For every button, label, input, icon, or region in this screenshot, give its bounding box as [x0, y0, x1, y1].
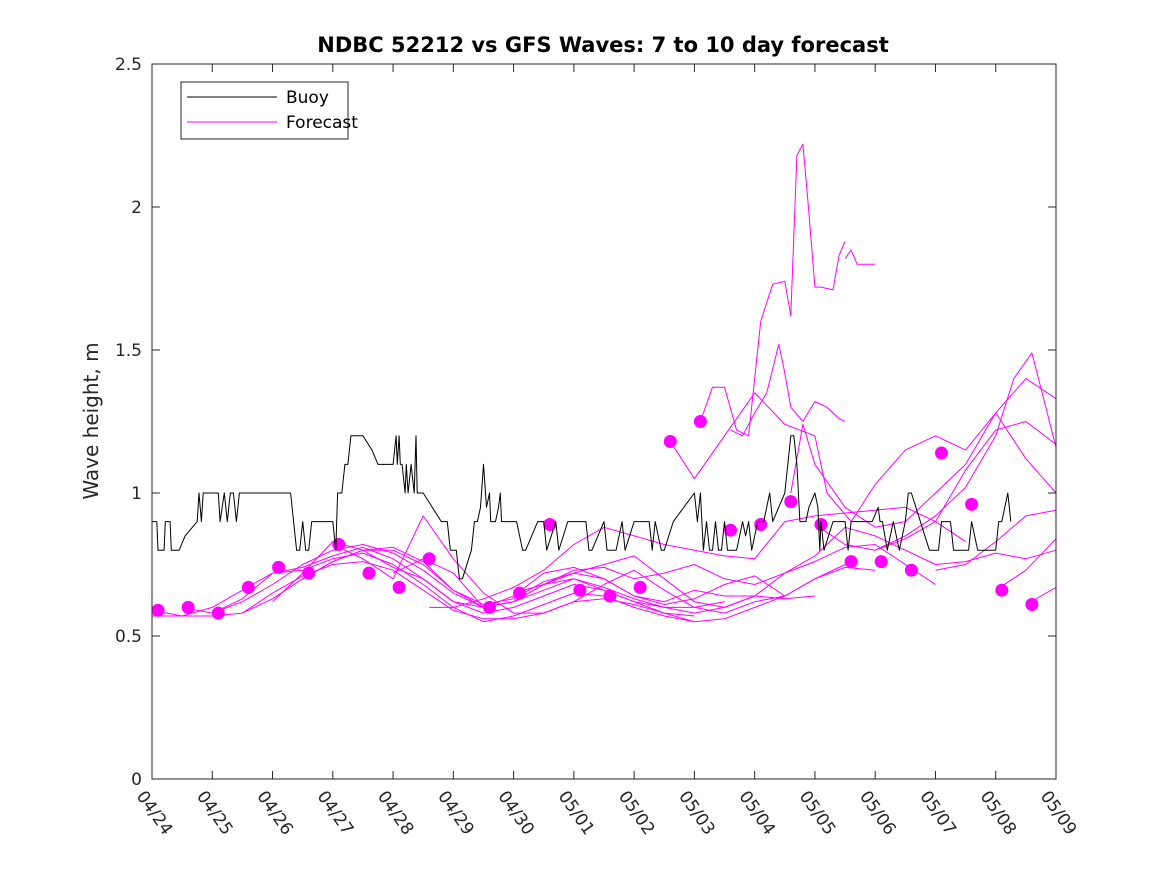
- forecast-marker: [844, 555, 858, 569]
- y-tick-label: 1: [131, 484, 142, 504]
- forecast-marker: [1025, 598, 1039, 611]
- buoy-line: [152, 435, 1012, 580]
- y-tick-label: 0: [131, 770, 142, 790]
- forecast-line-19: [995, 538, 1057, 591]
- legend-label-forecast: Forecast: [286, 113, 358, 133]
- forecast-line-7: [332, 515, 876, 614]
- forecast-marker: [151, 603, 165, 617]
- forecast-marker: [663, 435, 677, 448]
- forecast-marker: [392, 580, 406, 594]
- forecast-marker: [543, 518, 557, 531]
- y-tick-label: 0.5: [115, 627, 142, 647]
- plot-area: [151, 143, 1057, 623]
- forecast-line-11: [669, 392, 1057, 523]
- forecast-marker: [272, 560, 286, 574]
- forecast-marker: [724, 523, 738, 537]
- forecast-marker: [211, 606, 225, 620]
- forecast-line-16: [814, 421, 1057, 551]
- forecast-marker: [874, 555, 888, 569]
- forecast-marker: [603, 589, 617, 603]
- forecast-marker: [573, 583, 587, 597]
- axes-box: [151, 63, 1057, 780]
- forecast-marker: [422, 552, 436, 566]
- forecast-marker: [904, 563, 918, 577]
- forecast-marker: [995, 583, 1009, 597]
- forecast-marker: [693, 415, 707, 428]
- forecast-line-10: [513, 526, 1057, 594]
- forecast-line-9: [429, 506, 966, 608]
- forecast-marker: [362, 566, 376, 580]
- y-tick-label: 2.5: [115, 55, 142, 75]
- forecast-line-13: [844, 249, 876, 265]
- forecast-marker: [935, 446, 948, 460]
- y-tick-label: 2: [131, 198, 142, 218]
- legend-label-buoy: Buoy: [286, 88, 329, 108]
- forecast-line-12: [699, 143, 846, 437]
- y-tick-label: 1.5: [115, 341, 142, 361]
- forecast-marker: [633, 580, 647, 594]
- legend: Buoy Forecast: [180, 81, 358, 140]
- forecast-marker: [513, 586, 527, 600]
- forecast-marker: [483, 600, 496, 614]
- forecast-line-18: [935, 509, 1057, 571]
- chart-title: NDBC 52212 vs GFS Waves: 7 to 10 day for…: [317, 33, 888, 57]
- forecast-line-6: [302, 549, 846, 623]
- y-axis-label: Wave height, m: [79, 342, 103, 499]
- forecast-marker: [965, 497, 979, 511]
- forecast-line-17: [874, 352, 1057, 551]
- forecast-marker: [302, 566, 316, 580]
- forecast-marker: [241, 580, 255, 594]
- forecast-line-14: [730, 343, 846, 437]
- forecast-marker: [784, 495, 798, 509]
- forecast-marker: [181, 600, 195, 614]
- legend-box: [180, 81, 349, 140]
